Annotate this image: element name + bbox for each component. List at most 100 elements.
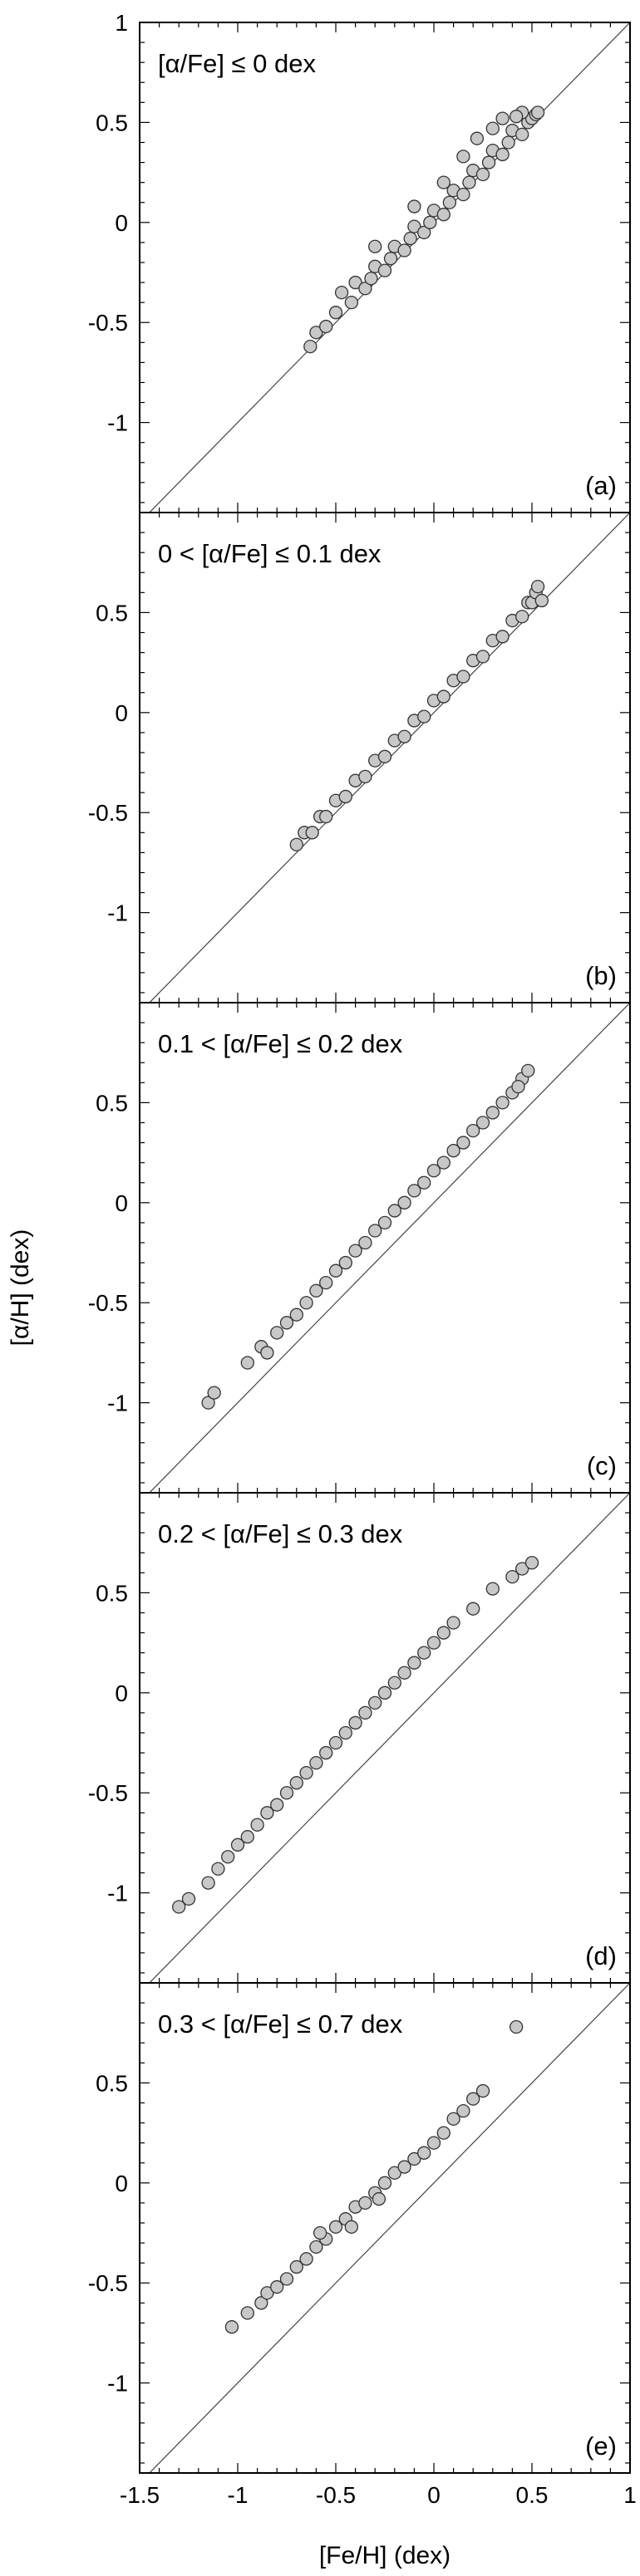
- data-point: [279, 1786, 294, 1800]
- data-point: [505, 1569, 519, 1584]
- data-point: [260, 2286, 274, 2300]
- y-tick-label: -0.5: [88, 2270, 128, 2296]
- data-point: [230, 1838, 245, 1852]
- data-point: [364, 272, 378, 286]
- panel-annotation: [α/Fe] ≤ 0 dex: [158, 49, 317, 78]
- data-point: [456, 150, 470, 164]
- data-point: [348, 1244, 362, 1258]
- data-points: [201, 1063, 535, 1410]
- data-point: [377, 263, 392, 277]
- data-point: [377, 1215, 392, 1230]
- data-point: [240, 1830, 254, 1844]
- data-point: [403, 231, 417, 246]
- panel-a: -1 -0.5 0 0.5 1 [α/Fe] ≤ 0 dex (a): [88, 10, 631, 513]
- data-point: [397, 2160, 411, 2174]
- x-tick-label: 1: [623, 2482, 637, 2508]
- data-point: [305, 826, 319, 840]
- y-axis-label: [α/H] (dex): [7, 1229, 34, 1347]
- y-tick-label: -1: [107, 900, 128, 926]
- data-point: [387, 1676, 401, 1690]
- data-point: [207, 1386, 221, 1400]
- y-tick-label: -0.5: [88, 800, 128, 826]
- data-point: [260, 1806, 274, 1820]
- reference-line: [148, 1493, 630, 1983]
- data-point: [309, 2240, 323, 2255]
- data-point: [475, 2083, 490, 2098]
- data-point: [495, 1096, 510, 1110]
- plot-frame: [139, 1002, 631, 1494]
- data-point: [456, 2103, 470, 2118]
- data-point: [442, 195, 457, 209]
- plot-frame: [139, 1492, 631, 1984]
- data-point: [181, 1892, 196, 1906]
- reference-line: [148, 1003, 630, 1493]
- data-point: [466, 1123, 480, 1138]
- y-tick-label: -0.5: [88, 1780, 128, 1806]
- y-tick-label: -1: [107, 1391, 128, 1416]
- panels: -1 -0.5 0 0.5 1 [α/Fe] ≤ 0 dex (a) -1 -0.5 0 0.5 0 …: [88, 10, 637, 2508]
- data-point: [515, 127, 529, 142]
- data-point: [466, 1602, 480, 1616]
- data-point: [358, 769, 372, 784]
- data-point: [260, 1346, 274, 1360]
- data-point: [279, 1316, 294, 1330]
- data-point: [530, 105, 545, 120]
- data-point: [328, 1735, 343, 1750]
- data-point: [495, 630, 510, 644]
- data-point: [417, 1175, 431, 1190]
- data-point: [446, 1616, 460, 1630]
- data-point: [313, 2225, 327, 2240]
- y-tick-label: 0: [115, 210, 128, 236]
- data-point: [289, 1308, 303, 1322]
- y-tick-label: 0: [115, 700, 128, 726]
- data-point: [309, 1283, 323, 1298]
- data-point: [279, 2272, 294, 2286]
- data-points: [224, 2019, 524, 2334]
- data-point: [456, 1136, 470, 1150]
- data-point: [348, 1715, 362, 1730]
- data-point: [328, 306, 343, 320]
- data-point: [309, 1755, 323, 1770]
- data-point: [328, 2220, 343, 2234]
- panel-annotation: 0.1 < [α/Fe] ≤ 0.2 dex: [158, 1029, 403, 1058]
- data-point: [417, 225, 431, 240]
- x-axis-label: [Fe/H] (dex): [319, 2542, 450, 2569]
- data-point: [270, 2279, 284, 2294]
- data-point: [358, 1705, 372, 1720]
- data-point: [485, 1106, 500, 1120]
- data-point: [289, 837, 303, 851]
- data-point: [397, 243, 411, 258]
- data-point: [299, 1296, 313, 1310]
- data-point: [485, 1582, 500, 1596]
- data-point: [368, 1695, 382, 1710]
- data-point: [521, 1063, 535, 1078]
- data-point: [417, 2146, 431, 2160]
- data-point: [344, 2220, 359, 2234]
- data-point: [201, 1876, 215, 1890]
- data-point: [358, 282, 372, 296]
- y-tick-label: -0.5: [88, 310, 128, 336]
- data-point: [270, 1326, 284, 1340]
- data-point: [299, 1765, 313, 1780]
- data-point: [423, 215, 437, 229]
- data-point: [372, 2191, 386, 2206]
- y-tick-label: 0: [115, 1190, 128, 1216]
- data-point: [254, 2296, 268, 2310]
- data-point: [446, 2112, 460, 2126]
- panel-annotation: 0 < [α/Fe] ≤ 0.1 dex: [158, 539, 382, 568]
- panel-label: (c): [587, 1451, 617, 1480]
- data-point: [338, 1725, 352, 1740]
- data-point: [289, 1776, 303, 1790]
- y-tick-label: 0: [115, 1681, 128, 1706]
- data-point: [309, 326, 323, 340]
- panel-e: -1 -0.5 0 0.5 0.3 < [α/Fe] ≤ 0.7 dex (e) -1.5 -…: [88, 1982, 637, 2508]
- data-point: [407, 1656, 421, 1670]
- panel-label: (a): [585, 471, 617, 500]
- data-point: [436, 1626, 450, 1640]
- data-point: [534, 593, 549, 608]
- y-tick-label: 0.5: [96, 2070, 128, 2096]
- panel-label: (d): [585, 1941, 617, 1970]
- data-point: [446, 1144, 460, 1158]
- data-point: [495, 111, 510, 125]
- reference-line: [148, 1983, 630, 2473]
